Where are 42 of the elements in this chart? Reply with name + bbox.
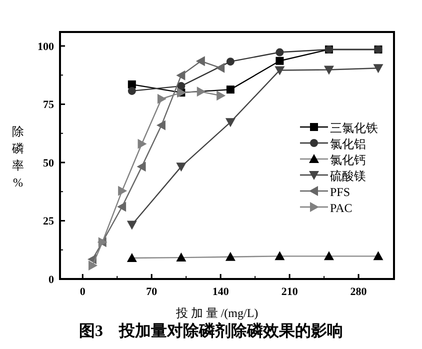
x-tick-label: 210 [281,286,298,298]
point [117,202,126,212]
y-axis-title: 除磷率% [12,124,24,190]
legend-label: PFS [330,185,350,199]
x-axis-title: 投 加 量 /(mg/L) [174,306,258,320]
y-tick-label: 0 [48,274,54,286]
point [88,260,98,270]
point [176,162,186,172]
legend-label: PAC [330,201,352,215]
point [157,94,166,104]
legend-label: 三氯化铁 [330,121,378,135]
legend-label: 氯化钙 [330,153,366,167]
legend-label: 硫酸镁 [330,169,366,183]
point [118,186,128,196]
point [216,90,226,101]
x-tick-label: 280 [350,286,368,298]
point [226,86,234,94]
x-tick-label: 140 [212,286,230,298]
y-tick-label: 75 [43,99,54,112]
legend-label: 氯化铝 [330,137,366,151]
point [156,120,166,130]
point [196,86,206,97]
text: 图3 投加量对除磷剂除磷效果的影响 [79,321,343,340]
point [373,64,384,74]
point [324,66,334,75]
point [128,86,136,95]
point [226,58,234,66]
point [216,62,225,73]
point [196,56,205,66]
point [276,48,284,56]
point [276,56,284,65]
y-tick-label: 50 [43,157,54,170]
point [225,118,236,128]
y-tick-label: 25 [43,216,54,228]
point [138,138,147,149]
point [176,70,186,80]
point [136,162,146,172]
x-tick-label: 0 [80,286,86,298]
x-tick-label: 70 [146,286,158,298]
point [126,220,137,230]
point [274,66,285,76]
y-tick-label: 100 [38,40,54,53]
